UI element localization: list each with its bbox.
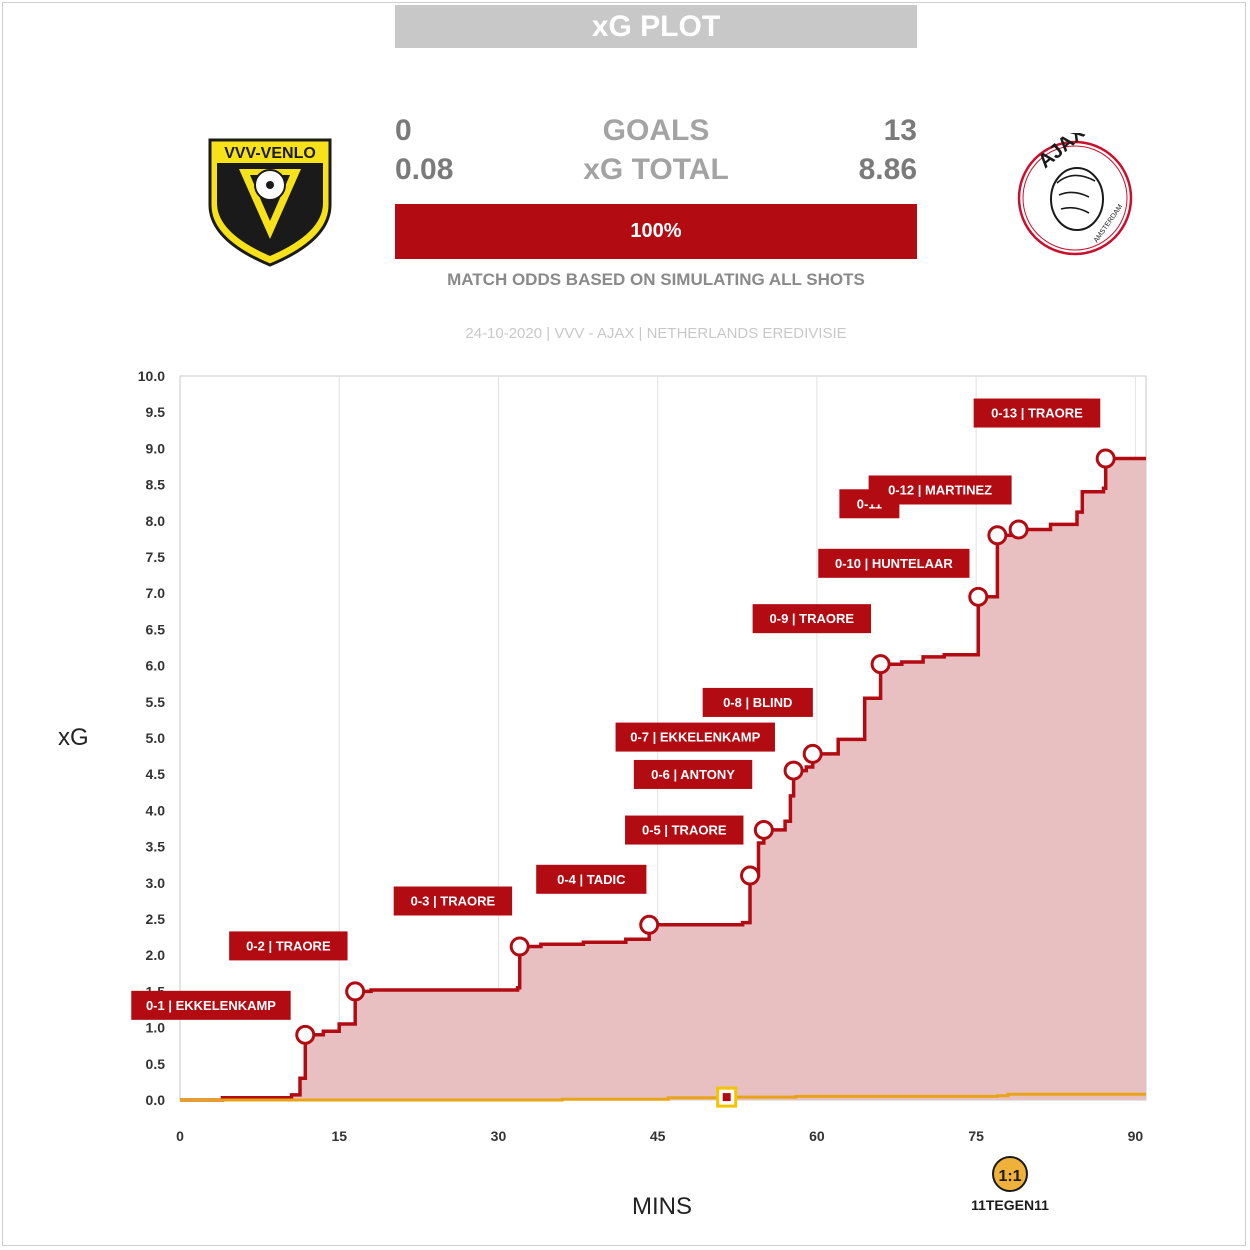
x-tick-label: 30	[491, 1128, 507, 1144]
goal-marker	[870, 654, 891, 675]
goal-marker	[968, 586, 989, 607]
y-tick-label: 2.5	[146, 911, 166, 927]
goal-label: 0-7 | EKKELENKAMP	[630, 730, 760, 745]
goal-marker	[1008, 519, 1029, 540]
home-xg-line	[180, 1092, 1146, 1102]
home-goals: 0	[395, 114, 412, 147]
y-tick-label: 3.0	[146, 875, 166, 891]
goal-label-box	[536, 864, 647, 894]
goal-label: 0-10 | HUNTELAAR	[835, 556, 953, 571]
y-tick-label: 0.5	[146, 1056, 166, 1072]
y-tick-label: 7.5	[146, 549, 166, 565]
goal-marker	[639, 914, 660, 935]
goal-label-box	[702, 687, 813, 717]
goal-marker	[1095, 448, 1116, 469]
brand-logo: 1:1 11TEGEN11	[971, 1156, 1049, 1213]
y-tick-label: 9.0	[146, 440, 166, 456]
svg-text:1:1: 1:1	[998, 1168, 1021, 1185]
goal-marker	[509, 936, 530, 957]
y-tick-label: 10.0	[138, 368, 165, 384]
goal-label: 0-4 | TADIC	[557, 872, 626, 887]
match-odds-note: MATCH ODDS BASED ON SIMULATING ALL SHOTS	[447, 270, 865, 289]
x-tick-label: 60	[809, 1128, 825, 1144]
y-tick-label: 7.0	[146, 585, 166, 601]
y-tick-label: 5.0	[146, 730, 166, 746]
goals-row: 0 GOALS 13	[395, 114, 917, 154]
away-xg: 8.86	[858, 153, 917, 186]
xg-row: 0.08 xG TOTAL 8.86	[395, 153, 917, 193]
away-goals: 13	[883, 114, 917, 147]
goal-label: 0-1 | EKKELENKAMP	[146, 998, 276, 1013]
y-tick-label: 9.5	[146, 404, 166, 420]
goal-label: 0-3 | TRAORE	[411, 894, 496, 909]
goal-label: 0-12 | MARTINEZ	[888, 482, 992, 497]
y-tick-label: 6.0	[146, 658, 166, 674]
y-tick-label: 1.0	[146, 1020, 166, 1036]
goal-label: 0-13 | TRAORE	[991, 406, 1083, 421]
goal-marker	[987, 525, 1008, 546]
goal-label: 0-6 | ANTONY	[651, 767, 735, 782]
goal-marker	[740, 865, 761, 886]
goal-label: 0-2 | TRAORE	[246, 938, 331, 953]
goal-label-box	[131, 990, 291, 1020]
goals-label: GOALS	[602, 114, 710, 147]
x-tick-label: 15	[331, 1128, 347, 1144]
goal-label-box	[633, 759, 753, 789]
x-tick-label: 75	[968, 1128, 984, 1144]
goal-label: 0-5 | TRAORE	[642, 823, 727, 838]
y-tick-label: 6.5	[146, 621, 166, 637]
goal-label-box	[818, 548, 970, 578]
home-logo-text: VVV-VENLO	[224, 145, 316, 162]
goal-label-box	[229, 931, 348, 961]
goal-label-box	[615, 722, 775, 752]
page-title: xG PLOT	[395, 5, 917, 48]
goal-marker	[753, 819, 774, 840]
y-tick-label: 4.0	[146, 802, 166, 818]
x-axis-label: MINS	[632, 1193, 692, 1220]
home-team-logo: VVV-VENLO	[208, 138, 332, 267]
goal-label-box	[393, 886, 513, 916]
y-tick-label: 8.5	[146, 477, 166, 493]
goal-marker	[295, 1024, 316, 1045]
home-xg: 0.08	[395, 153, 454, 186]
away-xg-line	[180, 456, 1146, 1102]
y-tick-label: 2.0	[146, 947, 166, 963]
brand-text: 11TEGEN11	[971, 1197, 1049, 1213]
home-shot-marker-core	[722, 1093, 731, 1102]
y-tick-label: 5.5	[146, 694, 166, 710]
away-team-logo: AJAX AMSTERDAM	[1017, 133, 1133, 256]
y-tick-label: 8.0	[146, 513, 166, 529]
x-tick-label: 0	[176, 1128, 184, 1144]
x-tick-label: 90	[1128, 1128, 1144, 1144]
y-tick-label: 0.0	[146, 1092, 166, 1108]
goal-label: 0-8 | BLIND	[723, 695, 792, 710]
goal-label-box	[625, 815, 744, 845]
goal-label: 0-9 | TRAORE	[770, 611, 855, 626]
goal-marker	[802, 743, 823, 764]
goal-marker	[783, 760, 804, 781]
away-xg-area	[180, 458, 1146, 1100]
xg-label: xG TOTAL	[583, 153, 729, 186]
goal-label-box	[973, 398, 1101, 428]
y-tick-label: 3.5	[146, 839, 166, 855]
match-info: 24-10-2020 | VVV - AJAX | NETHERLANDS ER…	[465, 325, 847, 342]
goal-label-box	[752, 604, 872, 634]
goal-label-box	[868, 475, 1012, 505]
match-odds-bar: 100%	[395, 204, 917, 259]
x-tick-label: 45	[650, 1128, 666, 1144]
y-axis-label: xG	[58, 724, 89, 751]
goal-marker	[345, 981, 366, 1002]
y-tick-label: 4.5	[146, 766, 166, 782]
